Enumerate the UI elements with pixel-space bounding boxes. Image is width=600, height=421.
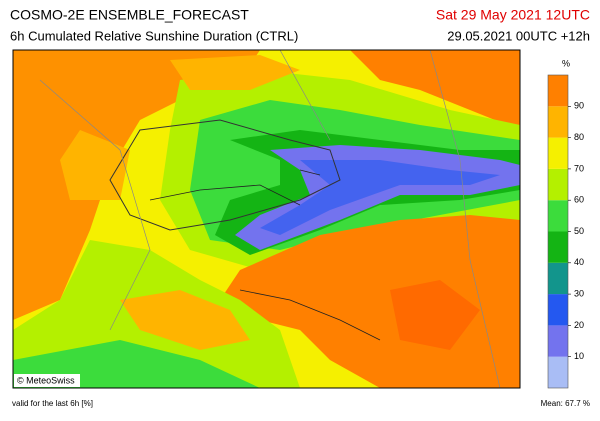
- colorbar-tick-label: 90: [574, 101, 584, 111]
- colorbar-band: [548, 325, 568, 357]
- colorbar-tick-label: 70: [574, 163, 584, 173]
- colorbar-tick-label: 40: [574, 257, 584, 267]
- mean: Mean: 67.7 %: [541, 399, 590, 408]
- colorbar-unit: %: [562, 58, 570, 68]
- colorbar-band: [548, 262, 568, 295]
- colorbar-tick-label: 20: [574, 320, 584, 330]
- copyright: © MeteoSwiss: [17, 375, 75, 385]
- colorbar-tick-label: 10: [574, 351, 584, 361]
- colorbar-band: [548, 231, 568, 263]
- colorbar-band: [548, 356, 568, 388]
- colorbar-tick-label: 80: [574, 132, 584, 142]
- colorbar-tick-label: 60: [574, 195, 584, 205]
- colorbar-band: [548, 106, 568, 138]
- run: 29.05.2021 00UTC +12h: [447, 28, 590, 43]
- colorbar-tick-label: 50: [574, 226, 584, 236]
- subtitle: 6h Cumulated Relative Sunshine Duration …: [10, 28, 298, 43]
- colorbar-band: [548, 168, 568, 201]
- copyright-box: [14, 374, 80, 387]
- map: © MeteoSwiss: [12, 49, 521, 389]
- footer-note: valid for the last 6h [%]: [12, 399, 93, 408]
- title: COSMO-2E ENSEMBLE_FORECAST: [10, 7, 249, 23]
- colorbar-band: [548, 294, 568, 326]
- colorbar-band: [548, 137, 568, 169]
- colorbar-band: [548, 75, 568, 107]
- colorbar-band: [548, 200, 568, 232]
- colorbar: % 10 20 30 40 50 60 70 80 90: [547, 58, 584, 389]
- valid-time: Sat 29 May 2021 12UTC: [436, 7, 590, 23]
- colorbar-tick-label: 30: [574, 288, 584, 298]
